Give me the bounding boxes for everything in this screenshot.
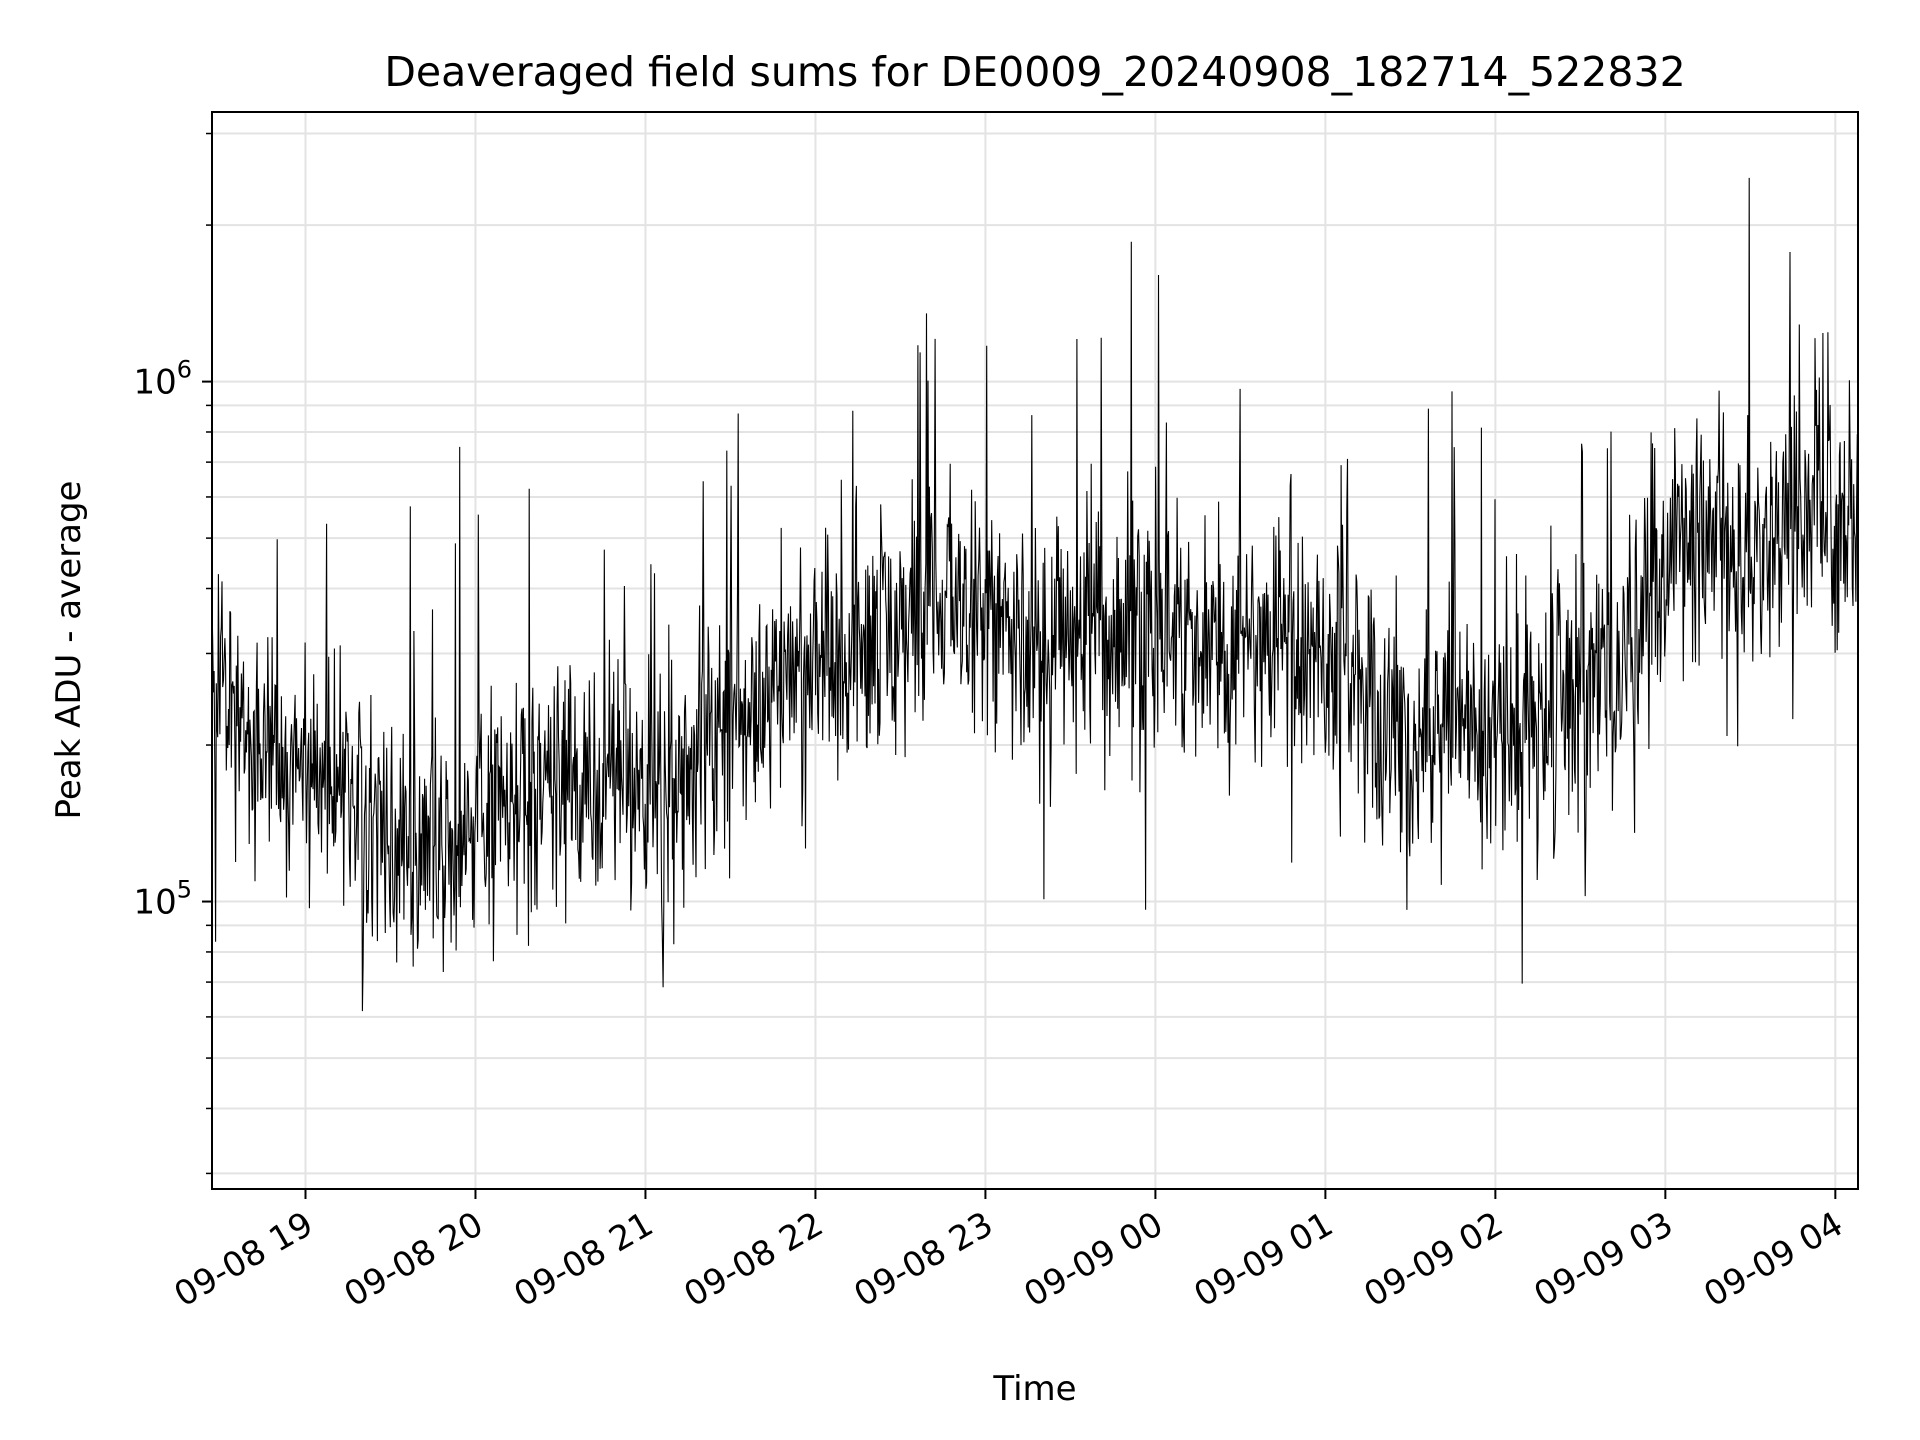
x-axis-label: Time xyxy=(992,1369,1076,1409)
x-tick-label: 09-08 19 xyxy=(168,1204,320,1315)
x-tick-label: 09-09 00 xyxy=(1018,1204,1170,1315)
x-tick-label: 09-09 02 xyxy=(1357,1204,1509,1315)
y-axis-label: Peak ADU - average xyxy=(49,481,89,820)
x-tick-label: 09-08 22 xyxy=(678,1204,830,1315)
x-tick-label: 09-08 23 xyxy=(848,1204,1000,1315)
series-line xyxy=(211,177,1859,1012)
chart-title: Deaveraged field sums for DE0009_2024090… xyxy=(384,48,1685,96)
x-tick-label: 09-09 03 xyxy=(1527,1204,1679,1315)
x-tick-label: 09-09 04 xyxy=(1697,1204,1849,1315)
data-trace xyxy=(211,177,1859,1012)
y-tick-label: 105 xyxy=(133,876,192,923)
plot-frame xyxy=(211,111,1859,1190)
axis-ticks: 09-08 19 09-08 20 09-08 21 09-08 22 09-08 23… xyxy=(133,132,1850,1315)
x-tick-label: 09-09 01 xyxy=(1187,1204,1339,1315)
x-tick-label: 09-08 20 xyxy=(338,1204,490,1315)
x-tick-label: 09-08 21 xyxy=(508,1204,660,1315)
y-tick-label: 106 xyxy=(133,356,192,403)
